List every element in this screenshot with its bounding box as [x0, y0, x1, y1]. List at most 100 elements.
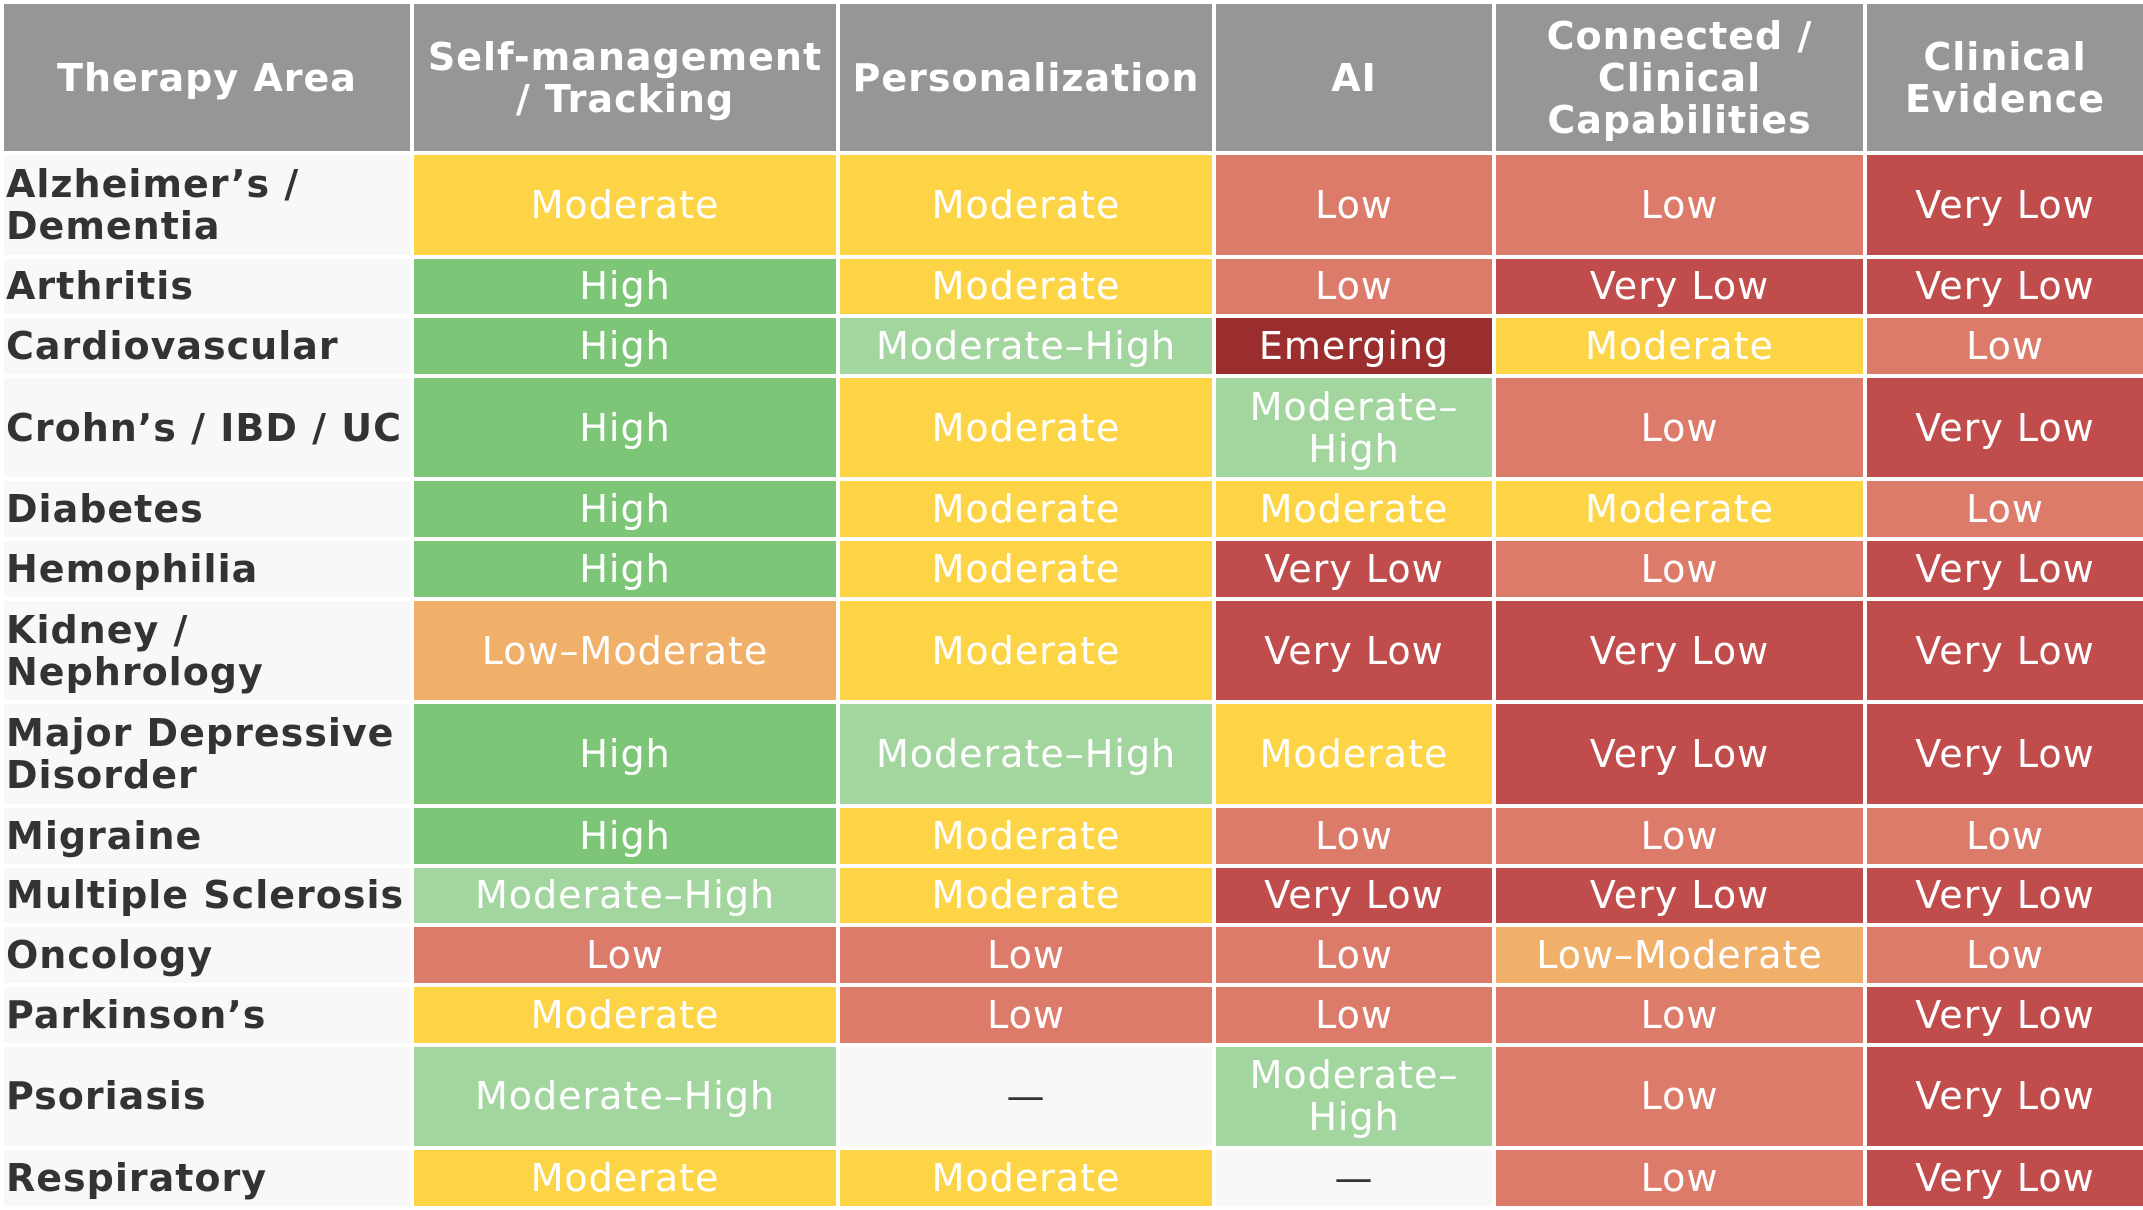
table-row: Crohn’s / IBD / UC High Moderate Moderate–H… — [4, 377, 2143, 478]
rating-cell-self-management-tracking: Low–Moderate — [414, 600, 836, 701]
table-row: Major Depressive Disorder High Moderate–Hi… — [4, 704, 2143, 804]
rating-cell-ai: — — [1216, 1150, 1492, 1206]
table-row: Psoriasis Moderate–High — Moderate–High Low V… — [4, 1046, 2143, 1147]
rating-cell-connected-clinical-capabilities: Very Low — [1496, 867, 1863, 924]
rating-cell-ai: Very Low — [1216, 867, 1492, 924]
header-row: Therapy Area Self-management / Tracking … — [4, 4, 2143, 151]
table-body: Alzheimer’s / Dementia Moderate Moderate Lo… — [4, 155, 2143, 1206]
rating-cell-clinical-evidence: Very Low — [1867, 704, 2143, 804]
rating-cell-ai: Moderate — [1216, 704, 1492, 804]
rating-cell-ai: Moderate–High — [1216, 377, 1492, 478]
table-row: Alzheimer’s / Dementia Moderate Moderate Lo… — [4, 155, 2143, 255]
therapy-area-cell: Migraine — [4, 807, 410, 864]
rating-cell-clinical-evidence: Very Low — [1867, 986, 2143, 1043]
therapy-area-cell: Major Depressive Disorder — [4, 704, 410, 804]
rating-cell-clinical-evidence: Very Low — [1867, 155, 2143, 255]
rating-cell-self-management-tracking: Moderate — [414, 155, 836, 255]
rating-cell-personalization: Low — [840, 927, 1212, 983]
table-row: Multiple Sclerosis Moderate–High Moderate V… — [4, 867, 2143, 924]
rating-cell-clinical-evidence: Very Low — [1867, 377, 2143, 478]
rating-cell-personalization: Moderate–High — [840, 704, 1212, 804]
rating-cell-personalization: Moderate — [840, 807, 1212, 864]
header-therapy-area: Therapy Area — [4, 4, 410, 151]
therapy-area-cell: Crohn’s / IBD / UC — [4, 377, 410, 478]
header-ai: AI — [1216, 4, 1492, 151]
rating-cell-clinical-evidence: Low — [1867, 318, 2143, 374]
therapy-area-cell: Parkinson’s — [4, 986, 410, 1043]
rating-cell-self-management-tracking: Moderate — [414, 986, 836, 1043]
rating-cell-personalization: Moderate–High — [840, 318, 1212, 374]
therapy-area-cell: Oncology — [4, 927, 410, 983]
rating-cell-personalization: Moderate — [840, 377, 1212, 478]
rating-cell-connected-clinical-capabilities: Low — [1496, 377, 1863, 478]
rating-cell-self-management-tracking: Moderate — [414, 1150, 836, 1206]
rating-cell-connected-clinical-capabilities: Low — [1496, 155, 1863, 255]
rating-cell-ai: Low — [1216, 258, 1492, 315]
rating-cell-ai: Low — [1216, 807, 1492, 864]
rating-cell-ai: Moderate–High — [1216, 1046, 1492, 1147]
rating-cell-connected-clinical-capabilities: Low–Moderate — [1496, 927, 1863, 983]
table-row: Cardiovascular High Moderate–High Emerging M… — [4, 318, 2143, 374]
rating-cell-personalization: Moderate — [840, 155, 1212, 255]
rating-cell-connected-clinical-capabilities: Very Low — [1496, 704, 1863, 804]
rating-cell-ai: Emerging — [1216, 318, 1492, 374]
therapy-area-cell: Psoriasis — [4, 1046, 410, 1147]
rating-cell-clinical-evidence: Very Low — [1867, 258, 2143, 315]
table-row: Parkinson’s Moderate Low Low Low Very Low — [4, 986, 2143, 1043]
rating-cell-ai: Low — [1216, 155, 1492, 255]
therapy-area-cell: Arthritis — [4, 258, 410, 315]
rating-cell-clinical-evidence: Very Low — [1867, 541, 2143, 597]
rating-cell-clinical-evidence: Low — [1867, 927, 2143, 983]
rating-cell-clinical-evidence: Low — [1867, 807, 2143, 864]
table-row: Respiratory Moderate Moderate — Low Very Low — [4, 1150, 2143, 1206]
header-self-management-tracking: Self-management / Tracking — [414, 4, 836, 151]
table-row: Kidney / Nephrology Low–Moderate Moderate V… — [4, 600, 2143, 701]
therapy-area-cell: Hemophilia — [4, 541, 410, 597]
rating-cell-connected-clinical-capabilities: Low — [1496, 541, 1863, 597]
rating-cell-ai: Moderate — [1216, 481, 1492, 538]
header-personalization: Personalization — [840, 4, 1212, 151]
rating-cell-connected-clinical-capabilities: Low — [1496, 986, 1863, 1043]
rating-cell-connected-clinical-capabilities: Moderate — [1496, 481, 1863, 538]
table-row: Hemophilia High Moderate Very Low Low Very Lo… — [4, 541, 2143, 597]
rating-cell-connected-clinical-capabilities: Moderate — [1496, 318, 1863, 374]
rating-cell-connected-clinical-capabilities: Very Low — [1496, 600, 1863, 701]
rating-cell-self-management-tracking: Moderate–High — [414, 1046, 836, 1147]
therapy-area-cell: Cardiovascular — [4, 318, 410, 374]
therapy-area-cell: Diabetes — [4, 481, 410, 538]
rating-cell-personalization: Moderate — [840, 541, 1212, 597]
table-row: Diabetes High Moderate Moderate Moderate Low — [4, 481, 2143, 538]
rating-cell-connected-clinical-capabilities: Low — [1496, 1150, 1863, 1206]
rating-cell-clinical-evidence: Very Low — [1867, 1046, 2143, 1147]
rating-cell-clinical-evidence: Very Low — [1867, 1150, 2143, 1206]
rating-cell-connected-clinical-capabilities: Low — [1496, 1046, 1863, 1147]
rating-cell-self-management-tracking: High — [414, 541, 836, 597]
rating-cell-self-management-tracking: High — [414, 258, 836, 315]
rating-cell-personalization: — — [840, 1046, 1212, 1147]
rating-cell-ai: Very Low — [1216, 541, 1492, 597]
rating-cell-self-management-tracking: Moderate–High — [414, 867, 836, 924]
rating-cell-ai: Very Low — [1216, 600, 1492, 701]
rating-cell-clinical-evidence: Very Low — [1867, 600, 2143, 701]
rating-cell-clinical-evidence: Low — [1867, 481, 2143, 538]
rating-cell-personalization: Moderate — [840, 481, 1212, 538]
rating-cell-ai: Low — [1216, 927, 1492, 983]
therapy-area-cell: Kidney / Nephrology — [4, 600, 410, 701]
rating-cell-self-management-tracking: Low — [414, 927, 836, 983]
rating-cell-ai: Low — [1216, 986, 1492, 1043]
therapy-area-cell: Alzheimer’s / Dementia — [4, 155, 410, 255]
rating-cell-self-management-tracking: High — [414, 318, 836, 374]
rating-cell-self-management-tracking: High — [414, 807, 836, 864]
rating-cell-personalization: Moderate — [840, 600, 1212, 701]
therapy-area-cell: Respiratory — [4, 1150, 410, 1206]
table-row: Oncology Low Low Low Low–Moderate Low — [4, 927, 2143, 983]
rating-cell-personalization: Moderate — [840, 1150, 1212, 1206]
rating-cell-self-management-tracking: High — [414, 481, 836, 538]
rating-cell-connected-clinical-capabilities: Very Low — [1496, 258, 1863, 315]
rating-cell-self-management-tracking: High — [414, 377, 836, 478]
header-connected-clinical-capabilities: Connected / Clinical Capabilities — [1496, 4, 1863, 151]
rating-cell-clinical-evidence: Very Low — [1867, 867, 2143, 924]
rating-cell-personalization: Low — [840, 986, 1212, 1043]
